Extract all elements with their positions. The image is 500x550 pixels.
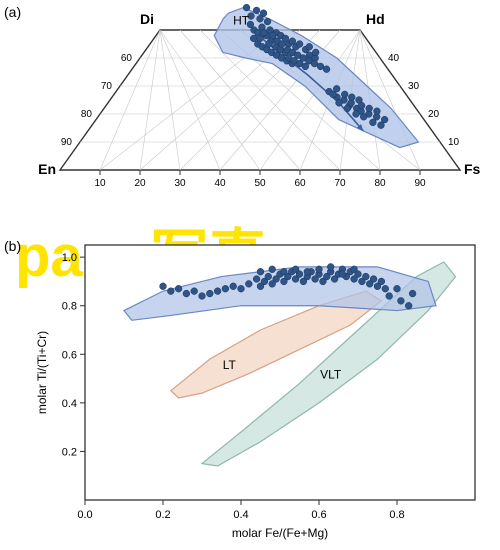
- svg-text:60: 60: [121, 53, 133, 64]
- svg-text:0.8: 0.8: [62, 301, 77, 313]
- svg-text:30: 30: [408, 81, 420, 92]
- svg-text:1.0: 1.0: [62, 252, 77, 264]
- svg-text:0.6: 0.6: [311, 509, 326, 521]
- svg-text:80: 80: [374, 178, 386, 189]
- svg-text:Di: Di: [140, 11, 154, 27]
- svg-text:0.4: 0.4: [233, 509, 248, 521]
- svg-text:40: 40: [214, 178, 226, 189]
- panel-a-label: (a): [4, 4, 21, 20]
- svg-text:0.6: 0.6: [62, 349, 77, 361]
- svg-text:10: 10: [448, 137, 460, 148]
- svg-text:HT: HT: [233, 13, 250, 27]
- svg-text:Fs: Fs: [464, 161, 481, 177]
- svg-text:0.0: 0.0: [77, 509, 92, 521]
- svg-text:molar Fe/(Fe+Mg): molar Fe/(Fe+Mg): [232, 526, 328, 540]
- svg-text:30: 30: [174, 178, 186, 189]
- panel-b-label: (b): [4, 238, 21, 254]
- svg-text:70: 70: [334, 178, 346, 189]
- svg-text:0.2: 0.2: [155, 509, 170, 521]
- svg-text:Hd: Hd: [366, 11, 385, 27]
- svg-text:En: En: [38, 161, 56, 177]
- svg-text:20: 20: [428, 109, 440, 120]
- svg-text:0.2: 0.2: [62, 446, 77, 458]
- svg-text:70: 70: [101, 81, 113, 92]
- svg-text:molar Ti/(Ti+Cr): molar Ti/(Ti+Cr): [35, 331, 49, 414]
- svg-text:80: 80: [81, 109, 93, 120]
- svg-text:90: 90: [61, 137, 73, 148]
- svg-text:90: 90: [414, 178, 426, 189]
- svg-text:0.4: 0.4: [62, 398, 77, 410]
- panel-b-chart: LT VLT 0.0 0.2 0.4 0.6 0.8 0.2 0.4 0.6 0.8 1.0 molar…: [30, 235, 490, 545]
- svg-text:50: 50: [254, 178, 266, 189]
- svg-text:60: 60: [294, 178, 306, 189]
- svg-text:0.8: 0.8: [389, 509, 404, 521]
- svg-text:10: 10: [94, 178, 106, 189]
- svg-text:LT: LT: [223, 358, 237, 372]
- panel-a-chart: HT Di Hd En Fs 60 70 80 90 40 30 20 10 10 20 30 40 50 60 70…: [30, 0, 490, 210]
- svg-text:20: 20: [134, 178, 146, 189]
- figure-container: (a) HT Di Hd En Fs 60 70 80 90 40 30 20 10 10 20 30 40 50…: [0, 0, 500, 550]
- svg-text:VLT: VLT: [320, 368, 342, 382]
- svg-text:40: 40: [388, 53, 400, 64]
